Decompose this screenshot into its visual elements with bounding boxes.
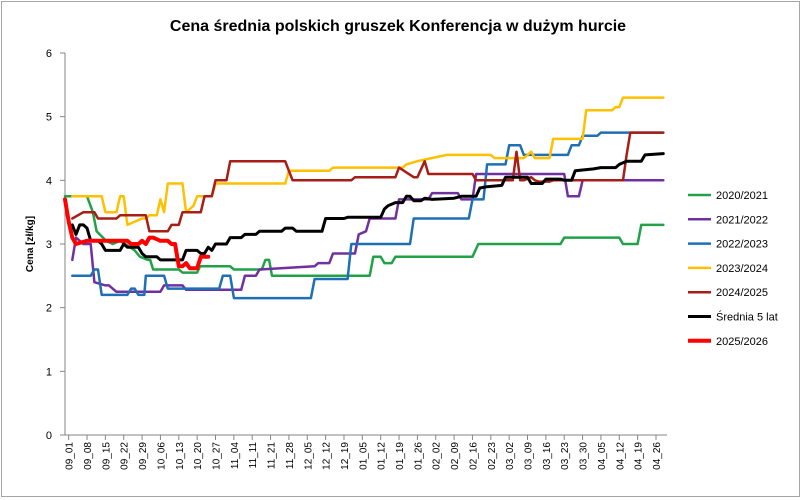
x-tick-label: 01_05 (358, 442, 369, 470)
x-tick-label: 03_16 (542, 442, 553, 470)
x-tick-label: 11_21 (267, 442, 278, 470)
series-line-2020-2021 (63, 195, 665, 278)
x-tick-label: 02_02 (432, 442, 443, 470)
chart-title: Cena średnia polskich gruszek Konferencj… (170, 18, 626, 35)
x-tick-label: 04_12 (615, 442, 626, 470)
x-tick-label: 12_12 (322, 442, 333, 470)
legend-label: Średnia 5 lat (716, 311, 778, 324)
y-tick-label: 3 (46, 239, 52, 251)
x-tick-label: 04_05 (597, 442, 608, 470)
y-tick-label: 4 (46, 175, 52, 187)
x-tick-label: 12_05 (303, 442, 314, 470)
series-line-2022-2023 (71, 131, 665, 300)
legend-label: 2025/2026 (716, 336, 768, 348)
x-tick-label: 01_12 (377, 442, 388, 470)
x-tick-label: 11_11 (248, 442, 259, 469)
x-tick-label: 02_09 (450, 442, 461, 470)
y-tick-label: 2 (46, 303, 52, 315)
x-tick-label: 10_06 (156, 442, 167, 470)
series-line-2025-2026 (63, 197, 211, 271)
x-tick-label: 02_16 (468, 442, 479, 470)
legend: 2020/2021 2021/2022 2022/2023 2023/2024 2024… (688, 190, 778, 348)
x-tick-label: 09_01 (65, 442, 76, 470)
legend-label: 2023/2024 (716, 263, 768, 275)
legend-label: 2020/2021 (716, 190, 768, 202)
x-tick-label: 03_30 (579, 442, 590, 470)
series-line-2024-2025 (71, 131, 665, 233)
plot-area: 0 1 2 3 4 5 6 09_01 09_08 09_15 09_22 09_29 10_06 10_… (46, 48, 667, 470)
x-tick-label: 03_09 (524, 442, 535, 470)
legend-label: 2022/2023 (716, 239, 768, 251)
x-tick-label: 12_19 (340, 442, 351, 470)
x-tick-label: 03_02 (505, 442, 516, 470)
x-tick-label: 03_23 (560, 442, 571, 470)
x-tick-label: 04_26 (652, 442, 663, 470)
x-tick-label: 10_13 (175, 442, 186, 470)
x-tick-label: 09_29 (138, 442, 149, 470)
legend-label: 2021/2022 (716, 214, 768, 226)
y-tick-label: 1 (46, 366, 52, 378)
series-line-rednia-5-lat (70, 152, 665, 262)
x-tick-label: 09_08 (83, 442, 94, 470)
x-tick-label: 09_15 (101, 442, 112, 470)
series-layer (63, 96, 665, 300)
y-axis-label: Cena [zł/kg] (25, 216, 36, 272)
x-tick-label: 04_19 (634, 442, 645, 470)
x-tick-label: 10_20 (193, 442, 204, 470)
x-tick-label: 01_26 (413, 442, 424, 470)
x-tick-label: 11_04 (230, 442, 241, 470)
x-tick-label: 01_19 (395, 442, 406, 470)
x-tick-label: 10_27 (212, 442, 223, 470)
y-tick-label: 0 (46, 430, 52, 442)
y-tick-label: 6 (46, 48, 52, 60)
series-line-2021-2022 (71, 172, 665, 294)
y-tick-label: 5 (46, 112, 52, 124)
x-tick-label: 11_28 (285, 442, 296, 470)
series-line-2023-2024 (71, 96, 665, 227)
x-tick-label: 09_22 (120, 442, 131, 470)
x-tick-label: 02_23 (487, 442, 498, 470)
legend-label: 2024/2025 (716, 287, 768, 299)
